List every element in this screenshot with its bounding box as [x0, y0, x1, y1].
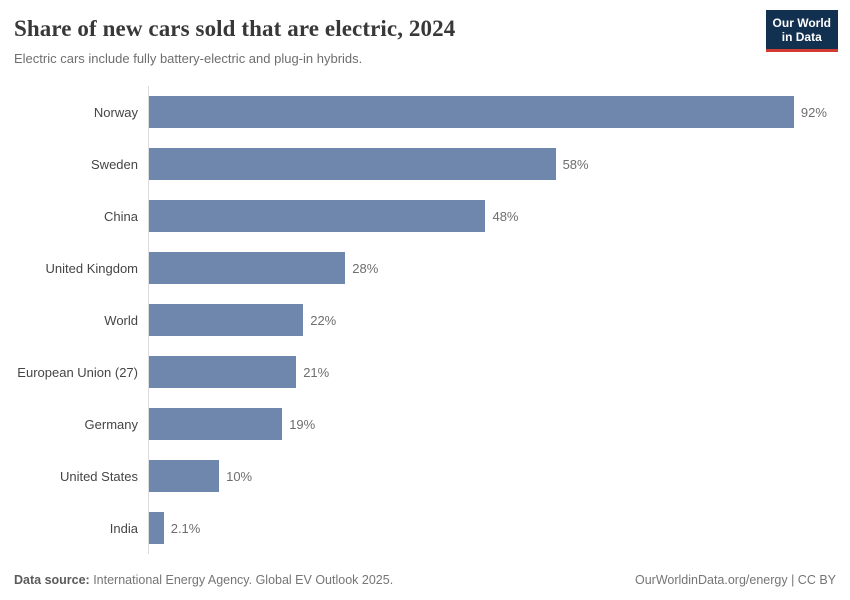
bar-row: Germany 19% [14, 398, 850, 450]
bar[interactable] [149, 148, 556, 180]
bar-category-label: European Union (27) [17, 364, 138, 380]
chart-subtitle: Electric cars include fully battery-elec… [14, 51, 363, 66]
data-source-text: International Energy Agency. Global EV O… [89, 573, 394, 587]
bar-row: Norway 92% [14, 86, 850, 138]
bar-category-label: Sweden [91, 156, 138, 172]
bar-value-label: 92% [800, 104, 827, 120]
bar-category-label: United Kingdom [45, 260, 139, 276]
license-note: OurWorldinData.org/energy | CC BY [634, 573, 836, 587]
bar-track: 2.1% [148, 502, 850, 554]
bar-row: Sweden 58% [14, 138, 850, 190]
bar-category-label: World [104, 312, 138, 328]
bar-track: 48% [148, 190, 850, 242]
bar-value-label: 58% [562, 156, 589, 172]
bar-category-label: China [104, 208, 138, 224]
bar-value-label: 21% [303, 364, 330, 380]
bar-row: India 2.1% [14, 502, 850, 554]
bar-category-label: Germany [84, 416, 138, 432]
bar-track: 22% [148, 294, 850, 346]
bar-category-label: Norway [93, 104, 138, 120]
bar-row: United States 10% [14, 450, 850, 502]
bar-value-label: 28% [352, 260, 379, 276]
owid-logo-line1: Our World [772, 16, 831, 30]
bar[interactable] [149, 356, 297, 388]
bar-chart: Norway 92% Sweden 58% China 48% United Kingdom… [14, 86, 850, 554]
owid-logo[interactable]: Our World in Data [765, 10, 838, 53]
bar[interactable] [149, 304, 304, 336]
bar-category-label: India [109, 520, 138, 536]
bar-row: European Union (27) 21% [14, 346, 850, 398]
bar-value-label: 22% [310, 312, 337, 328]
bar-row: United Kingdom 28% [14, 242, 850, 294]
bar-track: 21% [148, 346, 850, 398]
data-source-label: Data source: [14, 573, 90, 587]
bar-track: 92% [148, 86, 850, 138]
bar[interactable] [149, 252, 346, 284]
bar-track: 19% [148, 398, 850, 450]
chart-title: Share of new cars sold that are electric… [14, 16, 456, 41]
chart-footer: Data source: International Energy Agency… [14, 573, 836, 587]
bar-row: World 22% [14, 294, 850, 346]
bar-category-label: United States [59, 468, 138, 484]
bar[interactable] [149, 460, 220, 492]
bar-row: China 48% [14, 190, 850, 242]
data-source-note: Data source: International Energy Agency… [14, 573, 393, 587]
bar[interactable] [149, 512, 164, 544]
bar-track: 28% [148, 242, 850, 294]
chart-header: Share of new cars sold that are electric… [14, 10, 838, 66]
bar-value-label: 48% [492, 208, 519, 224]
bar[interactable] [149, 96, 794, 128]
bar-value-label: 19% [289, 416, 316, 432]
bar-track: 58% [148, 138, 850, 190]
bar-value-label: 2.1% [170, 520, 201, 536]
bar[interactable] [149, 408, 283, 440]
bar[interactable] [149, 200, 486, 232]
owid-logo-line2: in Data [781, 30, 822, 45]
bar-track: 10% [148, 450, 850, 502]
bar-value-label: 10% [226, 468, 253, 484]
